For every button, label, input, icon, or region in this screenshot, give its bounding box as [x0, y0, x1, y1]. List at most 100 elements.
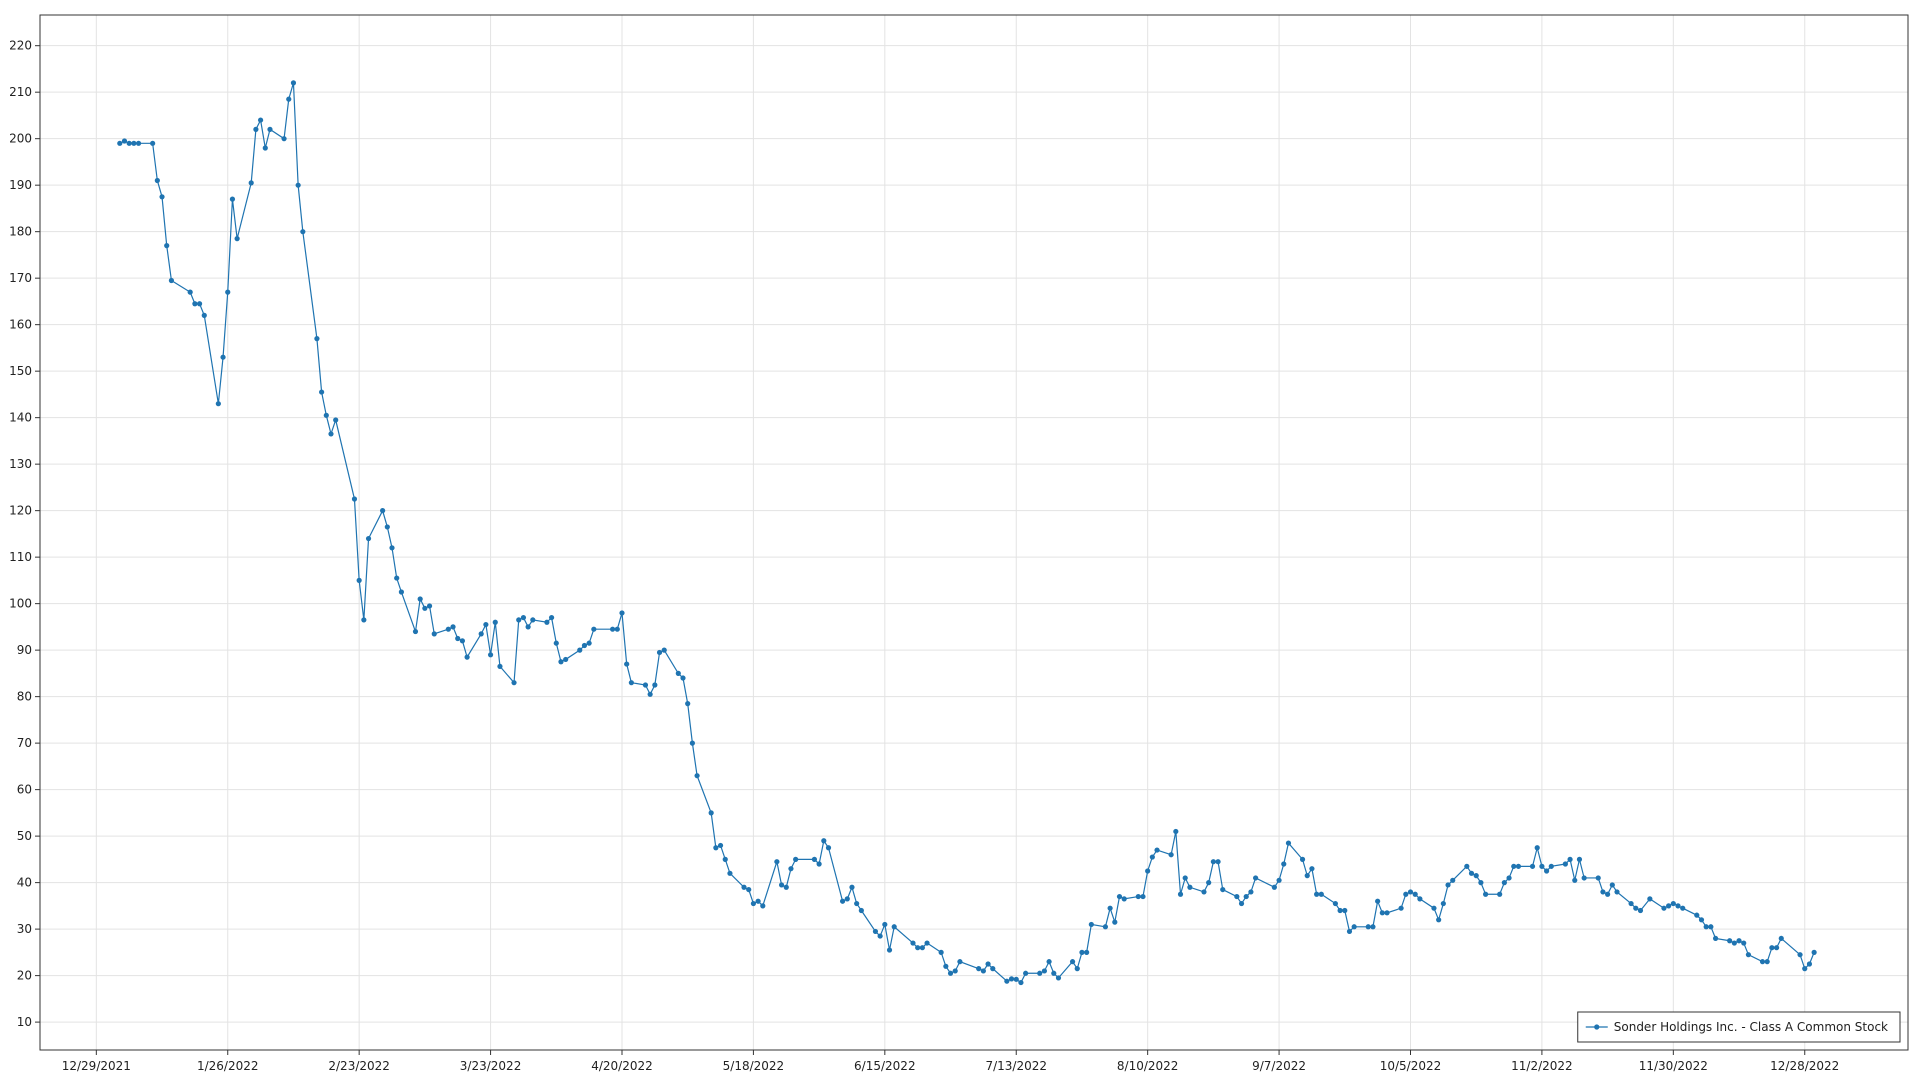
point	[196, 301, 203, 307]
point	[947, 970, 954, 976]
point	[1004, 978, 1010, 984]
point	[750, 900, 757, 907]
y-tick-label: 70	[17, 736, 32, 750]
point	[487, 652, 494, 658]
point	[586, 640, 592, 646]
point	[755, 898, 761, 904]
point	[1806, 961, 1813, 967]
point	[1304, 873, 1310, 879]
point	[938, 949, 944, 955]
x-tick-label: 11/30/2022	[1639, 1059, 1708, 1073]
point	[1346, 928, 1353, 935]
point	[886, 947, 893, 953]
point	[844, 896, 850, 902]
point	[722, 856, 728, 862]
point	[689, 740, 695, 746]
point	[1529, 863, 1536, 869]
point	[652, 682, 658, 688]
point	[708, 810, 714, 816]
y-tick-label: 40	[17, 876, 32, 890]
point	[746, 886, 752, 893]
point	[680, 675, 686, 681]
point	[882, 921, 888, 928]
y-tick-label: 80	[17, 690, 32, 704]
point	[333, 417, 339, 423]
point	[1534, 845, 1540, 851]
point	[1769, 945, 1775, 951]
point	[1332, 900, 1338, 907]
point	[1041, 968, 1048, 974]
point	[1572, 877, 1578, 883]
point	[1633, 905, 1639, 911]
point	[1647, 896, 1653, 902]
point	[1468, 870, 1475, 876]
x-tick-label: 7/13/2022	[985, 1059, 1047, 1073]
point	[1121, 896, 1127, 902]
point	[1365, 924, 1371, 930]
point	[445, 626, 451, 632]
point	[1187, 884, 1193, 890]
point	[1342, 907, 1348, 914]
point	[1248, 889, 1254, 895]
point	[811, 856, 818, 862]
point	[1797, 952, 1803, 958]
point	[976, 966, 982, 972]
point	[511, 680, 517, 686]
point	[1318, 891, 1324, 897]
point	[328, 431, 334, 437]
point	[1051, 970, 1057, 976]
point	[713, 845, 719, 851]
point	[1069, 959, 1076, 965]
point	[253, 126, 259, 132]
point	[1046, 959, 1052, 965]
point	[943, 963, 949, 969]
point	[985, 961, 991, 967]
point	[1412, 891, 1418, 897]
point	[248, 180, 254, 186]
point	[1168, 852, 1174, 858]
y-tick-label: 110	[9, 550, 32, 564]
point	[915, 945, 921, 951]
point	[412, 628, 419, 635]
point	[1116, 893, 1123, 900]
point	[642, 682, 649, 688]
y-tick-label: 150	[9, 364, 32, 378]
series-line	[119, 82, 1815, 984]
y-tick-label: 210	[9, 85, 32, 99]
y-tick-label: 130	[9, 457, 32, 471]
point	[1403, 891, 1409, 897]
point	[1497, 891, 1503, 897]
point	[192, 301, 198, 307]
point	[1008, 976, 1015, 982]
point	[117, 140, 123, 146]
y-tick-label: 120	[9, 504, 32, 518]
y-tick-label: 50	[17, 829, 32, 843]
point	[839, 898, 846, 904]
point	[924, 940, 930, 946]
point	[1220, 886, 1226, 893]
x-tick-label: 12/29/2021	[62, 1059, 131, 1073]
point	[1595, 875, 1601, 881]
point	[1253, 875, 1259, 881]
point	[1370, 924, 1376, 930]
point	[1299, 856, 1306, 862]
point	[990, 966, 996, 972]
point	[135, 140, 142, 146]
point	[483, 621, 489, 628]
point	[1417, 896, 1423, 902]
legend-marker	[1594, 1024, 1600, 1030]
point	[1285, 840, 1292, 846]
point	[154, 177, 160, 184]
x-tick-label: 5/18/2022	[723, 1059, 785, 1073]
point	[478, 631, 484, 637]
point	[1018, 979, 1024, 986]
point	[1149, 854, 1155, 860]
point	[910, 940, 916, 946]
point	[1173, 828, 1179, 835]
point	[1407, 889, 1414, 895]
point	[1145, 868, 1151, 874]
point	[1431, 905, 1437, 911]
point	[1764, 959, 1770, 965]
point	[591, 626, 597, 632]
